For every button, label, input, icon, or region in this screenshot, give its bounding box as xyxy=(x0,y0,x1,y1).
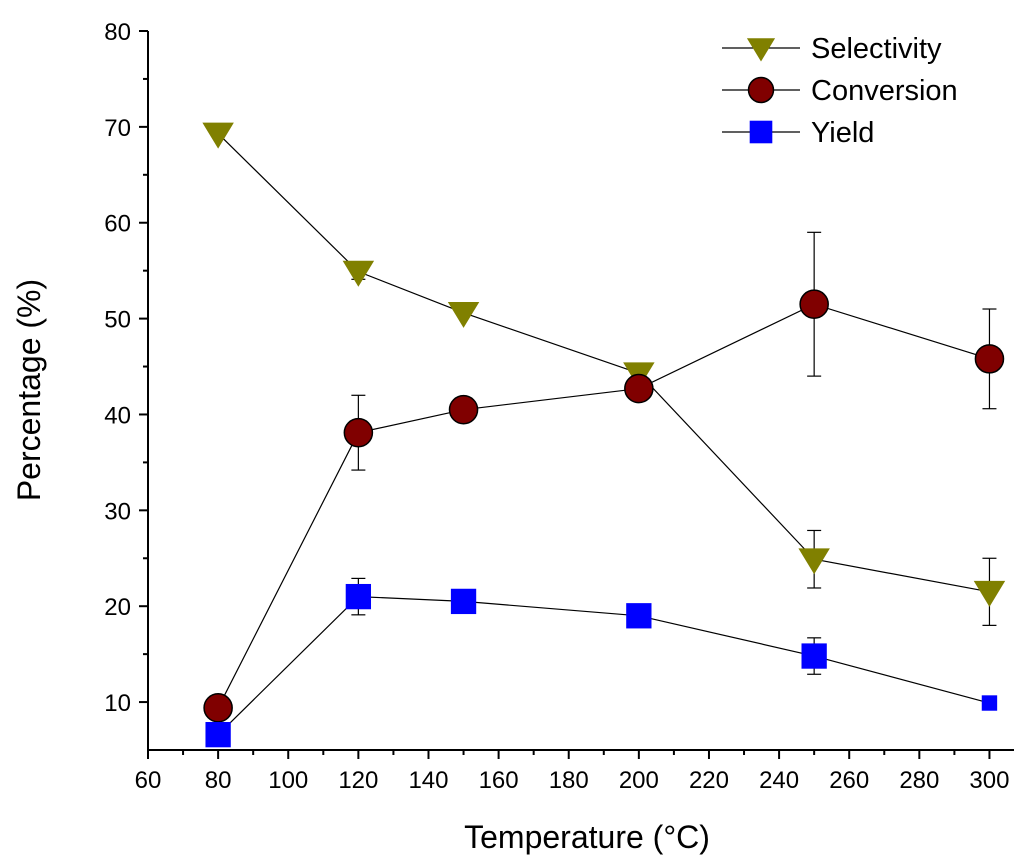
y-tick-label: 50 xyxy=(104,307,131,334)
axes: 60 80 100 120 140 160 180 200 220 240 260 280 300 10 2… xyxy=(104,19,1014,794)
series-line xyxy=(217,596,990,736)
series-line xyxy=(217,133,990,593)
legend: Selectivity Conversion Yield xyxy=(722,33,958,149)
data-point xyxy=(343,417,374,448)
data-point xyxy=(798,548,830,575)
data-point xyxy=(342,260,375,287)
x-tick-label: 260 xyxy=(829,767,869,794)
x-tick-label: 180 xyxy=(549,767,589,794)
legend-label-conversion: Conversion xyxy=(811,75,958,107)
y-tick-label: 80 xyxy=(104,19,131,46)
plot-area xyxy=(202,122,1006,748)
y-tick-label: 10 xyxy=(104,690,131,717)
legend-label-yield: Yield xyxy=(811,117,874,149)
series-conversion xyxy=(203,231,1005,723)
data-point xyxy=(981,695,998,711)
y-tick-label: 40 xyxy=(104,402,131,429)
series-yield xyxy=(205,577,998,748)
x-tick-label: 200 xyxy=(619,767,659,794)
series-line xyxy=(217,303,990,709)
x-axis-title: Temperature (°C) xyxy=(464,819,710,855)
data-point xyxy=(626,603,652,629)
x-tick-label: 80 xyxy=(205,767,232,794)
legend-marker-yield xyxy=(749,120,773,144)
legend-marker-conversion xyxy=(747,76,775,104)
x-tick-label: 120 xyxy=(338,767,378,794)
x-tick-label: 60 xyxy=(135,767,162,794)
y-tick-label: 30 xyxy=(104,498,131,525)
x-tick-label: 100 xyxy=(268,767,308,794)
data-point xyxy=(448,394,479,425)
data-point xyxy=(450,588,477,615)
x-tick-label: 160 xyxy=(479,767,519,794)
data-point xyxy=(203,693,233,723)
y-axis-title: Percentage (%) xyxy=(11,279,47,501)
x-tick-label: 280 xyxy=(899,767,939,794)
x-tick-label: 140 xyxy=(408,767,448,794)
legend-marker-selectivity xyxy=(746,38,776,62)
data-point xyxy=(801,643,827,669)
x-tick-label: 300 xyxy=(969,767,1009,794)
legend-label-selectivity: Selectivity xyxy=(811,33,942,65)
data-point xyxy=(974,344,1005,374)
y-tick-label: 70 xyxy=(104,115,131,142)
data-point xyxy=(624,373,654,404)
data-point xyxy=(345,583,372,610)
x-tick-label: 240 xyxy=(759,767,799,794)
x-tick-label: 220 xyxy=(689,767,729,794)
data-point xyxy=(799,289,829,320)
data-point xyxy=(973,580,1006,607)
data-point xyxy=(447,301,480,328)
y-tick-label: 60 xyxy=(104,211,131,238)
y-tick-label: 20 xyxy=(104,594,131,621)
data-point xyxy=(205,722,231,748)
series-selectivity xyxy=(202,122,1006,626)
data-point xyxy=(202,122,234,149)
